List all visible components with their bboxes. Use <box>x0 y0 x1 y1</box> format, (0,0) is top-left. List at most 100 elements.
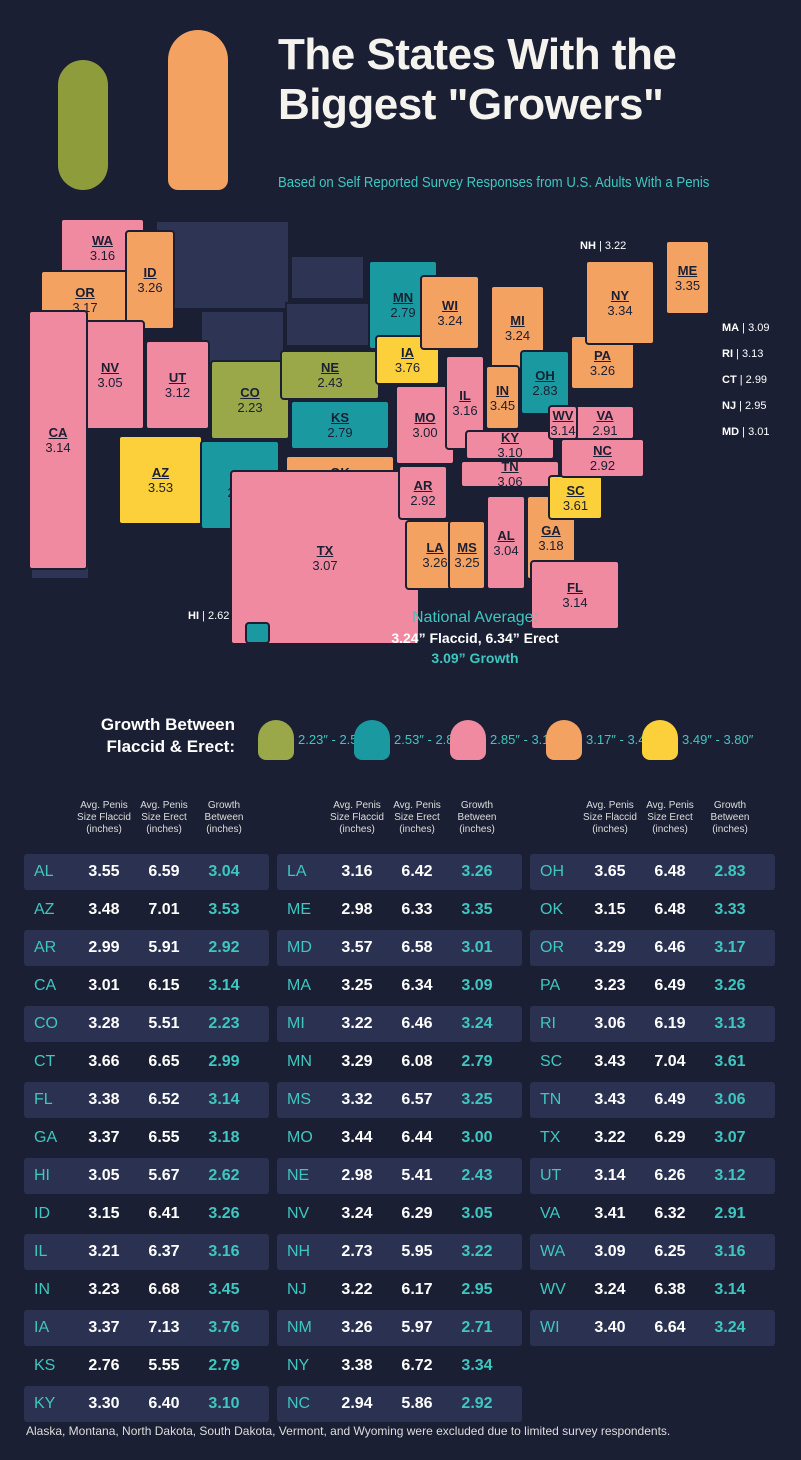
corn-illustration-icon <box>168 30 228 190</box>
state-abbr: NV <box>100 360 120 375</box>
north-dakota-excluded <box>290 255 365 300</box>
table-row: WA 3.09 6.25 3.16 <box>530 1234 775 1270</box>
table-row: IN 3.23 6.68 3.45 <box>24 1272 269 1308</box>
callout-nh: NH | 3.22 <box>580 240 626 252</box>
state-abbr: AL <box>34 863 54 880</box>
flaccid-value: 3.38 <box>341 1357 373 1374</box>
state-value: 3.61 <box>562 497 589 513</box>
state-abbr: OK <box>540 901 564 918</box>
growth-value: 3.26 <box>714 977 746 994</box>
state-ky: KY 3.10 <box>465 430 555 460</box>
flaccid-value: 2.98 <box>341 1167 373 1184</box>
callout-value: | 3.01 <box>739 426 770 438</box>
us-map: WA 3.16 OR 3.17 ID 3.26 NV 3.05 CA 3.14 UT 3.12 AZ 3.… <box>0 210 801 680</box>
table-row: TX 3.22 6.29 3.07 <box>530 1120 775 1156</box>
growth-value: 3.18 <box>208 1129 240 1146</box>
state-value: 3.76 <box>394 360 421 375</box>
erect-value: 7.13 <box>148 1319 180 1336</box>
state-abbr: TX <box>540 1129 561 1146</box>
table-row: MI 3.22 6.46 3.24 <box>277 1006 522 1042</box>
state-value: 2.91 <box>592 422 618 438</box>
state-abbr: WA <box>540 1243 566 1260</box>
growth-value: 3.01 <box>461 939 493 956</box>
flaccid-value: 2.73 <box>341 1243 373 1260</box>
erect-value: 5.95 <box>401 1243 433 1260</box>
growth-value: 3.26 <box>208 1205 240 1222</box>
table-row: NM 3.26 5.97 2.71 <box>277 1310 522 1346</box>
table-row: CT 3.66 6.65 2.99 <box>24 1044 269 1080</box>
state-abbr: IN <box>496 382 509 398</box>
state-abbr: TN <box>501 459 519 474</box>
table-row: VA 3.41 6.32 2.91 <box>530 1196 775 1232</box>
state-abbr: NM <box>287 1319 312 1336</box>
growth-value: 3.76 <box>208 1319 240 1336</box>
growth-value: 3.04 <box>208 863 240 880</box>
state-abbr: WI <box>540 1319 560 1336</box>
erect-value: 6.57 <box>401 1091 433 1108</box>
state-in: IN 3.45 <box>485 365 520 430</box>
erect-value: 6.72 <box>401 1357 433 1374</box>
state-abbr: TN <box>540 1091 562 1108</box>
erect-value: 6.44 <box>401 1129 433 1146</box>
state-abbr: VA <box>596 407 614 423</box>
growth-value: 3.25 <box>461 1091 493 1108</box>
flaccid-value: 3.22 <box>341 1281 373 1298</box>
state-hi <box>245 622 270 644</box>
legend-item: 2.85″ - 3.16″ <box>450 720 561 760</box>
growth-value: 3.24 <box>461 1015 493 1032</box>
growth-value: 2.83 <box>714 863 746 880</box>
state-value: 2.79 <box>327 425 353 440</box>
south-dakota-excluded <box>285 302 375 347</box>
table-header: Avg. Penis Size Flaccid (inches) Avg. Pen… <box>277 800 522 852</box>
table-row: NH 2.73 5.95 3.22 <box>277 1234 522 1270</box>
table-row: MO 3.44 6.44 3.00 <box>277 1120 522 1156</box>
growth-value: 2.91 <box>714 1205 746 1222</box>
state-ny: NY 3.34 <box>585 260 655 345</box>
erect-value: 6.25 <box>654 1243 686 1260</box>
state-abbr: LA <box>426 540 444 555</box>
montana-excluded <box>155 220 290 310</box>
national-average-growth: 3.09” Growth <box>431 650 519 666</box>
state-value: 3.00 <box>412 425 438 440</box>
table-row: HI 3.05 5.67 2.62 <box>24 1158 269 1194</box>
callout-abbr: MD <box>722 426 740 438</box>
state-abbr: WA <box>92 233 113 248</box>
header-spacer <box>24 800 74 852</box>
state-abbr: AZ <box>34 901 55 918</box>
growth-value: 3.22 <box>461 1243 493 1260</box>
flaccid-value: 3.22 <box>594 1129 626 1146</box>
state-abbr: CO <box>240 385 260 400</box>
state-abbr: WV <box>552 407 574 423</box>
growth-value: 3.06 <box>714 1091 746 1108</box>
erect-value: 6.46 <box>401 1015 433 1032</box>
erect-value: 6.40 <box>148 1395 180 1412</box>
table-row: MA 3.25 6.34 3.09 <box>277 968 522 1004</box>
state-ia: IA 3.76 <box>375 335 440 385</box>
state-ne: NE 2.43 <box>280 350 380 400</box>
legend-item: 2.53″ - 2.84″ <box>354 720 465 760</box>
erect-value: 5.91 <box>148 939 180 956</box>
erect-value: 6.41 <box>148 1205 180 1222</box>
state-abbr: NC <box>287 1395 311 1412</box>
growth-value: 3.14 <box>714 1281 746 1298</box>
flaccid-value: 3.22 <box>341 1015 373 1032</box>
flaccid-value: 3.65 <box>594 863 626 880</box>
legend-range: 2.23″ - 2.52″ <box>298 732 370 747</box>
table-row: AR 2.99 5.91 2.92 <box>24 930 269 966</box>
state-value: 3.24 <box>504 327 531 343</box>
table-row: AL 3.55 6.59 3.04 <box>24 854 269 890</box>
flaccid-value: 2.76 <box>88 1357 120 1374</box>
growth-value: 2.23 <box>208 1015 240 1032</box>
erect-value: 5.55 <box>148 1357 180 1374</box>
legend-title: Growth Between Flaccid & Erect: <box>100 715 235 756</box>
state-abbr: TX <box>316 542 334 558</box>
table-row: NY 3.38 6.72 3.34 <box>277 1348 522 1384</box>
callout-value: | 3.22 <box>595 240 627 252</box>
growth-value: 2.79 <box>208 1357 240 1374</box>
flaccid-value: 3.55 <box>88 863 120 880</box>
corn-icon <box>546 720 582 760</box>
state-sc: SC 3.61 <box>548 475 603 520</box>
state-nc: NC 2.92 <box>560 438 645 478</box>
header-spacer <box>277 800 327 852</box>
erect-value: 6.65 <box>148 1053 180 1070</box>
